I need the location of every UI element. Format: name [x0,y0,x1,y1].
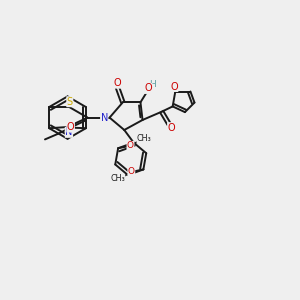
Text: O: O [114,78,121,88]
Text: N: N [100,112,108,123]
Text: O: O [168,123,175,133]
Text: O: O [67,122,74,132]
Text: CH₃: CH₃ [110,174,125,183]
Text: N: N [65,127,73,137]
Text: O: O [128,167,135,176]
Text: O: O [144,83,152,94]
Text: O: O [170,82,178,92]
Text: S: S [67,97,73,107]
Text: CH₃: CH₃ [137,134,152,143]
Text: O: O [127,141,134,150]
Text: H: H [149,80,156,89]
